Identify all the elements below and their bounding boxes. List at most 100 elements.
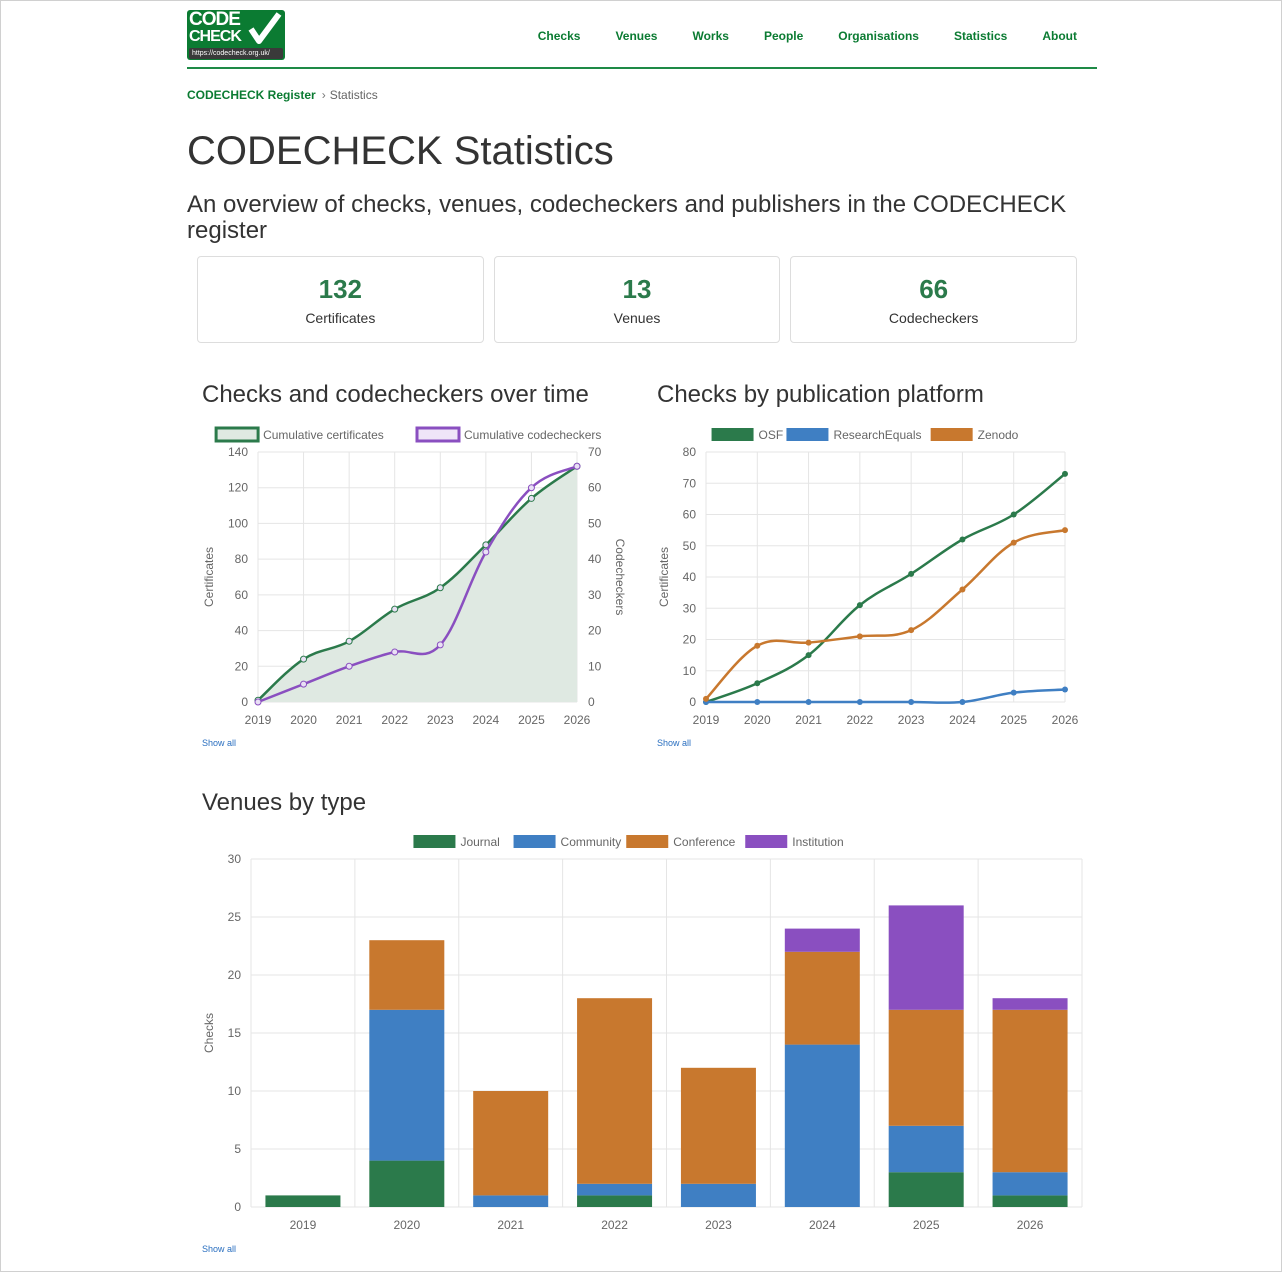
logo-line2: CHECK [189,28,242,45]
data-point [1062,527,1068,534]
page-subtitle: An overview of checks, venues, codecheck… [187,191,1067,244]
logo-line1: CODE [189,10,241,30]
bar-journal-2025 [888,1172,964,1207]
y-axis-label: Certificates [657,547,671,607]
bar-journal-2019 [265,1195,341,1207]
bar-community-2024 [784,1044,860,1207]
bar-conference-2022 [577,998,653,1184]
chart3-title: Venues by type [202,789,367,816]
y-tick-label: 0 [241,695,248,709]
y-tick-label: 60 [683,508,697,522]
data-point [573,462,581,470]
bar-journal-2026 [992,1195,1068,1207]
bar-community-2025 [888,1125,964,1173]
legend-label: Community [561,835,622,849]
x-tick-label: 2024 [949,713,976,727]
chart3-show-all-link[interactable]: Show all [202,1244,237,1254]
nav-statistics[interactable]: Statistics [953,29,1008,43]
x-tick-label: 2022 [381,713,408,727]
y-tick-label: 15 [228,1026,242,1040]
data-point [1062,470,1068,477]
bar-conference-2026 [992,1009,1068,1173]
y-tick-label: 40 [235,624,249,638]
bar-conference-2025 [888,1009,964,1126]
breadcrumb-root[interactable]: CODECHECK Register [187,88,316,102]
x-tick-label: 2024 [473,713,500,727]
breadcrumb-current: Statistics [329,88,378,102]
y-tick-label: 80 [683,445,697,459]
x-tick-label: 2024 [809,1218,836,1232]
data-point [345,662,353,670]
bar-community-2023 [680,1183,756,1207]
codecheck-logo[interactable]: CODE CHECK https://codecheck.org.uk/ [187,10,285,60]
nav-about[interactable]: About [1042,29,1077,43]
y2-tick-label: 40 [588,552,602,566]
chart1-title: Checks and codecheckers over time [202,381,589,408]
data-point [391,605,399,613]
y-axis-label: Checks [202,1013,216,1053]
breadcrumb-separator: › [321,88,326,102]
legend-label: OSF [759,428,784,442]
y-tick-label: 30 [683,601,697,615]
nav-works[interactable]: Works [692,29,729,43]
chart2-show-all-link[interactable]: Show all [657,738,692,748]
series-line-1 [706,688,1066,704]
data-point [856,699,863,705]
y-tick-label: 10 [228,1084,242,1098]
legend-swatch [930,428,973,441]
legend-label: Conference [673,835,735,849]
data-point [754,680,761,687]
bar-conference-2023 [680,1067,756,1184]
y2-tick-label: 70 [588,445,602,459]
legend-swatch [415,426,461,443]
x-tick-label: 2026 [564,713,591,727]
site-header: CODE CHECK https://codecheck.org.uk/ Che… [187,9,1097,69]
bar-institution-2025 [888,905,964,1010]
y-tick-label: 20 [683,633,697,647]
x-tick-label: 2025 [518,713,545,727]
bar-journal-2020 [369,1160,445,1207]
data-point [856,602,863,609]
y2-tick-label: 0 [588,695,595,709]
x-tick-label: 2020 [290,713,317,727]
checkmark-icon [248,12,282,44]
bar-institution-2026 [992,998,1068,1010]
x-tick-label: 2021 [795,713,822,727]
data-point [1010,511,1017,518]
legend-swatch [745,835,788,848]
legend-swatch [413,835,456,848]
legend-label: Zenodo [978,428,1019,442]
card-codecheckers: 66 Codecheckers [790,256,1078,343]
certificates-label: Certificates [305,310,376,326]
chart1-show-all-link[interactable]: Show all [202,738,237,748]
data-point [391,648,399,656]
data-point [482,548,490,556]
y-tick-label: 10 [683,664,697,678]
data-point [254,698,262,706]
breadcrumb: CODECHECK Register › Statistics [187,88,378,102]
certificates-count: 132 [318,274,363,304]
bar-institution-2024 [784,928,860,952]
nav-organisations[interactable]: Organisations [838,29,919,43]
legend-swatch [786,428,829,441]
nav-venues[interactable]: Venues [615,29,658,43]
data-point [959,536,966,543]
x-tick-label: 2023 [898,713,925,727]
data-point [703,695,709,702]
nav-checks[interactable]: Checks [537,29,581,43]
nav-people[interactable]: People [763,29,804,43]
y2-tick-label: 30 [588,588,602,602]
y-tick-label: 120 [228,481,248,495]
bar-community-2021 [473,1195,549,1207]
data-point [959,586,966,593]
y-tick-label: 50 [683,539,697,553]
platform-chart: 0 10 20 30 40 50 60 70 80 2019 2020 2021 2022 2023 202… [657,428,1079,727]
data-point [754,642,761,649]
x-tick-label: 2021 [497,1218,524,1232]
series-line-1 [257,465,578,704]
data-point [856,633,863,640]
legend-label: Journal [460,835,499,849]
y-tick-label: 140 [228,445,248,459]
logo-url: https://codecheck.org.uk/ [189,48,283,59]
